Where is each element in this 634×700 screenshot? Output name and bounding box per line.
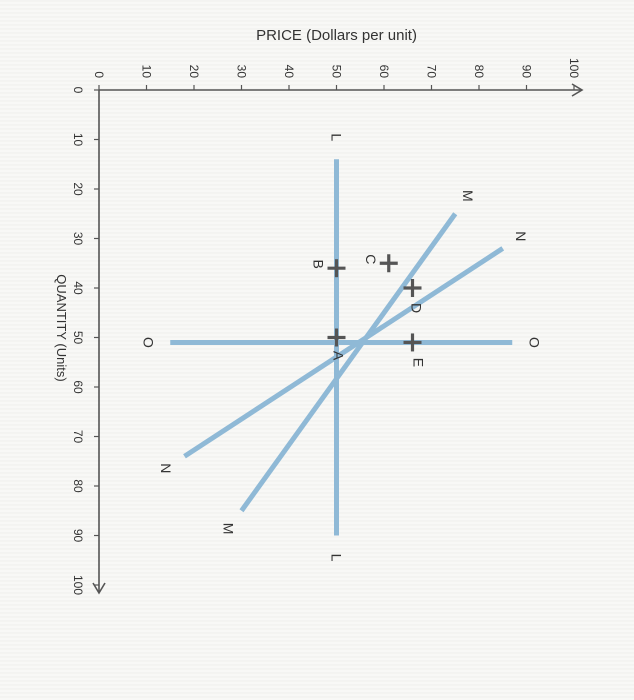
point-label-e: E [411,358,427,367]
x-tick-label: 80 [71,479,85,493]
y-axis-arrow [571,83,584,97]
y-tick-label: 0 [92,71,106,78]
x-tick-label: 40 [71,281,85,295]
curve-label-l-start: L [329,133,345,141]
y-axis-title: PRICE (Dollars per unit) [256,27,417,44]
curve-label-n-start: N [513,231,529,241]
y-tick-label: 60 [377,65,391,79]
curve-label-o-start: O [140,337,156,348]
x-tick-label: 90 [71,529,85,543]
x-tick-label: 60 [71,380,85,394]
x-axis-arrow [92,582,106,595]
x-tick-label: 50 [71,331,85,345]
curve-label-n-end: N [158,463,174,473]
y-tick-label: 40 [282,65,296,79]
curve-label-m-start: M [460,190,476,202]
point-markers [327,254,422,352]
x-tick-label: 30 [71,232,85,246]
y-tick-label: 20 [187,65,201,79]
x-tick-label: 70 [71,430,85,444]
x-tick-label: 20 [71,182,85,196]
x-tick-label: 10 [71,133,85,147]
axes: 0 10 20 30 40 50 60 70 80 90 100 0 10 20 30 40 50 60 70 80 9… [54,27,584,595]
y-tick-label: 100 [567,58,581,78]
point-label-a: A [331,351,347,361]
curve-label-m-end: M [221,523,237,535]
curve-m [239,212,458,513]
point-label-d: D [409,303,425,313]
point-label-b: B [311,260,327,269]
x-tick-label: 0 [71,87,85,94]
x-axis-title: QUANTITY (Units) [54,274,69,381]
curves [170,159,513,536]
point-label-c: C [363,254,379,264]
text-labels: L L M M N N O O A B C D E [140,133,542,561]
y-tick-label: 70 [425,65,439,79]
y-tick-label: 30 [235,65,249,79]
y-tick-label: 10 [140,65,154,79]
curve-label-o-end: O [526,337,542,348]
curve-label-l-end: L [329,554,345,562]
y-tick-label: 80 [472,65,486,79]
y-tick-label: 90 [520,65,534,79]
y-tick-label: 50 [330,65,344,79]
curve-n [183,246,505,459]
x-tick-label: 100 [71,575,85,595]
